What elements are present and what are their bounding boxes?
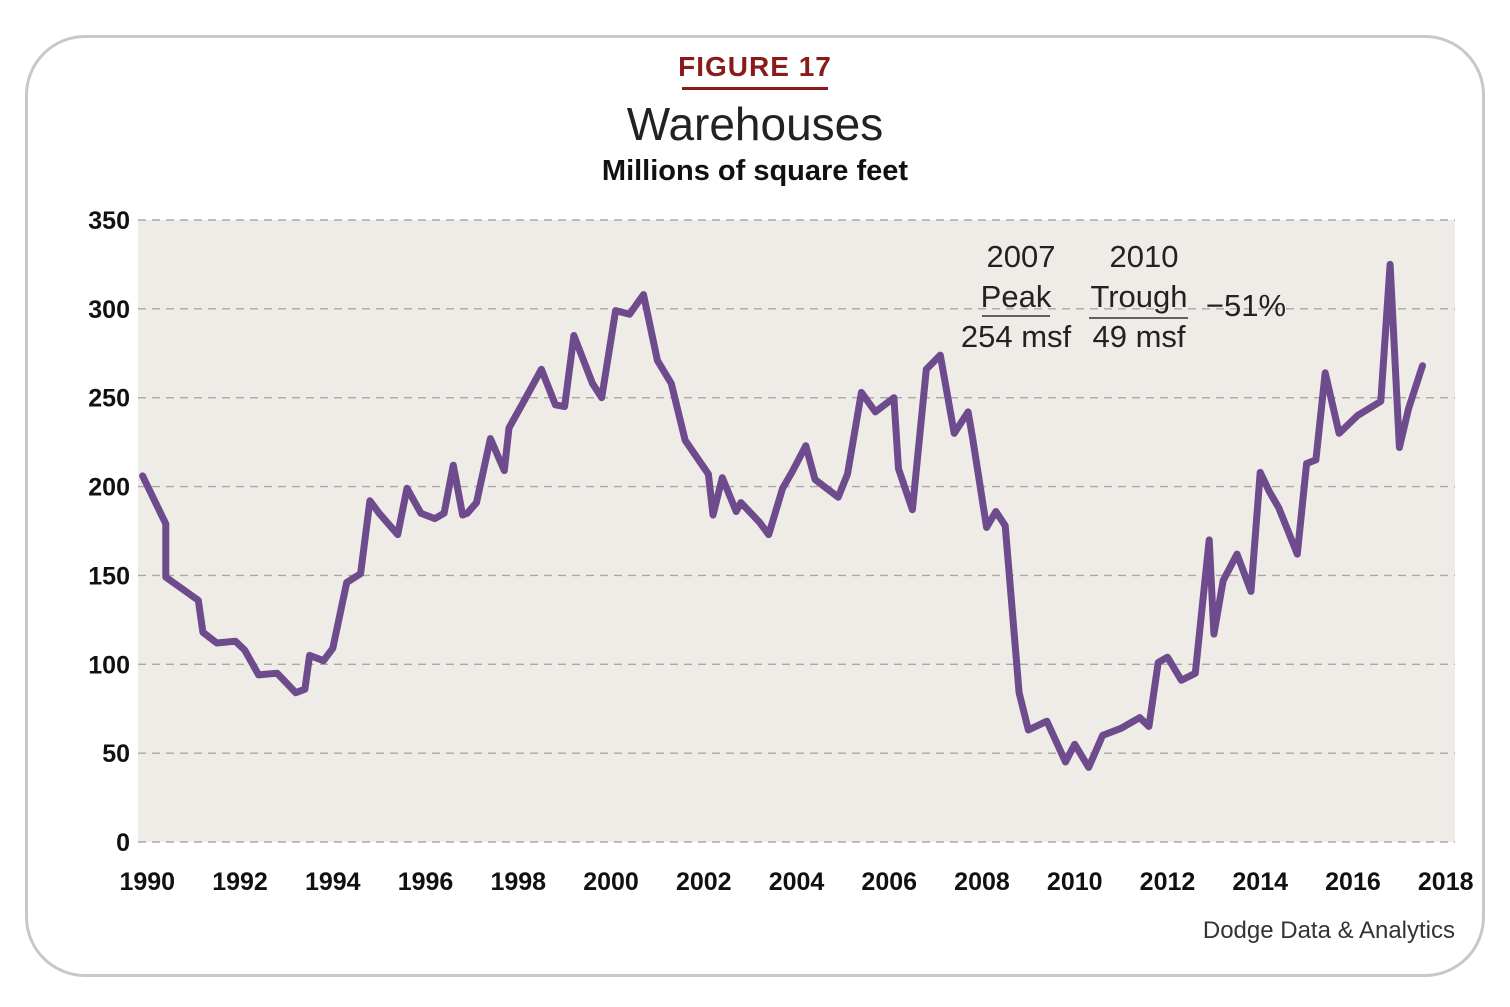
source-credit: Dodge Data & Analytics bbox=[1202, 917, 1455, 944]
x-tick-label: 1998 bbox=[490, 868, 546, 896]
x-tick-label: 2012 bbox=[1140, 868, 1196, 896]
chart-subtitle: Millions of square feet bbox=[601, 155, 909, 187]
figure-label-underline bbox=[682, 87, 828, 90]
plot-area bbox=[138, 220, 1455, 842]
x-axis-ticks: 1990 1992 1994 1996 1998 2000 2002 2004 2006 2008… bbox=[119, 868, 1473, 896]
y-tick-label: 350 bbox=[88, 207, 130, 235]
y-tick-label: 50 bbox=[102, 740, 130, 768]
trough-value: 49 msf bbox=[1092, 319, 1185, 354]
figure-label: FIGURE 17 bbox=[678, 51, 832, 82]
series-line bbox=[139, 260, 1426, 771]
x-tick-label: 2002 bbox=[676, 868, 732, 896]
peak-value: 254 msf bbox=[961, 319, 1072, 354]
x-tick-label: 2006 bbox=[861, 868, 917, 896]
y-tick-label: 300 bbox=[88, 296, 130, 324]
y-tick-label: 100 bbox=[88, 651, 130, 679]
y-tick-label: 200 bbox=[88, 474, 130, 502]
peak-label: Peak bbox=[981, 279, 1052, 314]
chart-title: Warehouses bbox=[626, 98, 884, 150]
gridlines bbox=[138, 219, 1455, 843]
x-tick-label: 2000 bbox=[583, 868, 639, 896]
y-axis-ticks: 0 50 100 150 200 250 300 350 bbox=[88, 207, 130, 857]
y-tick-label: 250 bbox=[88, 385, 130, 413]
peak-annotation: 2007 Peak 254 msf bbox=[961, 239, 1072, 354]
y-tick-label: 150 bbox=[88, 562, 130, 590]
x-tick-label: 2014 bbox=[1232, 868, 1288, 896]
x-tick-label: 2010 bbox=[1047, 868, 1103, 896]
peak-year: 2007 bbox=[987, 239, 1056, 274]
x-tick-label: 1992 bbox=[212, 868, 268, 896]
trough-label: Trough bbox=[1090, 279, 1187, 314]
x-tick-label: 1994 bbox=[305, 868, 361, 896]
x-tick-label: 2004 bbox=[769, 868, 825, 896]
x-tick-label: 1990 bbox=[119, 868, 175, 896]
trough-annotation: 2010 Trough 49 msf bbox=[1089, 239, 1188, 354]
x-tick-label: 2008 bbox=[954, 868, 1010, 896]
trough-year: 2010 bbox=[1110, 239, 1179, 274]
x-tick-label: 1996 bbox=[398, 868, 454, 896]
x-tick-label: 2018 bbox=[1418, 868, 1474, 896]
y-tick-label: 0 bbox=[116, 829, 130, 857]
x-tick-label: 2016 bbox=[1325, 868, 1381, 896]
percent-change: −51% bbox=[1206, 288, 1286, 323]
